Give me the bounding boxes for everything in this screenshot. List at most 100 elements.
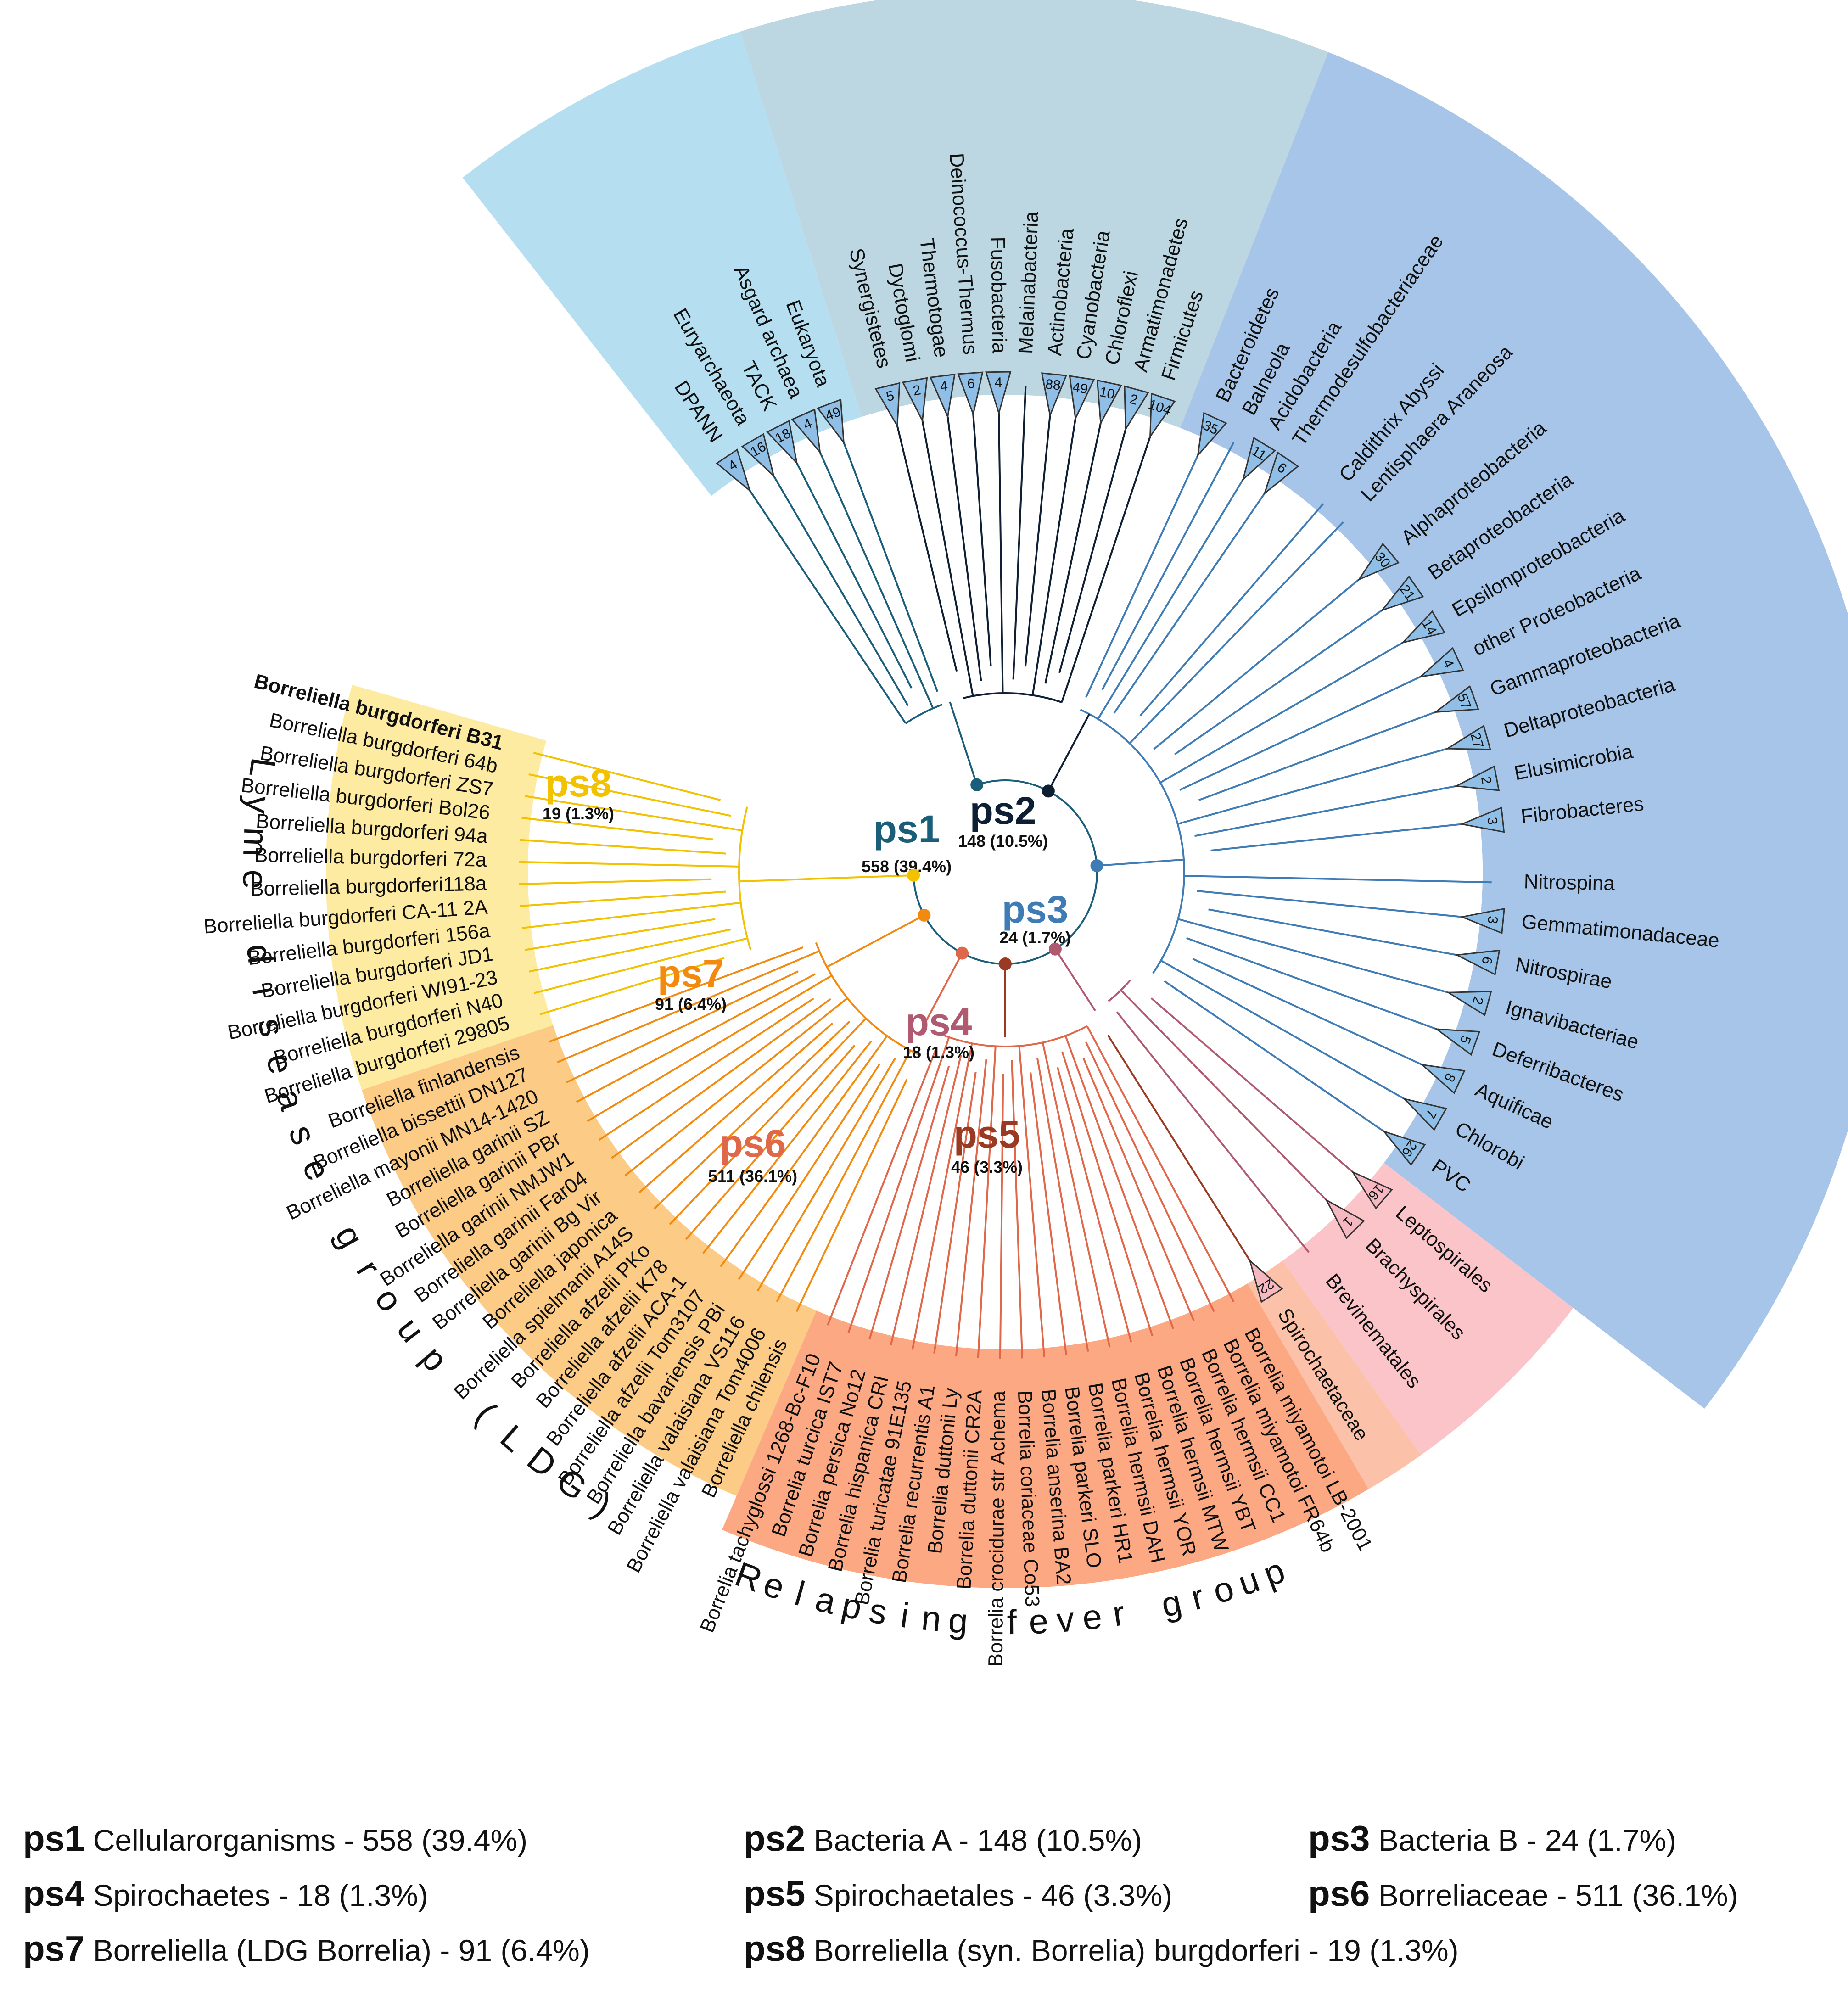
leaf-branch — [843, 442, 939, 692]
leaf-branch — [827, 1047, 938, 1326]
leaf-branch — [653, 1020, 851, 1210]
group-label-char-ld: L — [493, 1417, 533, 1460]
clade-arc — [1108, 979, 1131, 1002]
collapsed-triangle — [1380, 575, 1424, 612]
leaf-branch — [1159, 642, 1404, 784]
clade-stem — [1097, 858, 1184, 867]
leaf-branch — [1153, 579, 1360, 750]
legend-item-ps8: ps8 Borreliella (syn. Borrelia) burgdorf… — [744, 1928, 1459, 1970]
legend-row: ps1 Cellularorganisms - 558 (39.4%) ps2 … — [23, 1818, 1831, 1873]
group-label-char-ld: m — [235, 827, 275, 857]
collapsed-triangle — [817, 398, 845, 445]
leaf-label: Borrelia crocidurae str Achema — [984, 1390, 1009, 1667]
clade-sector-ps6 — [722, 1283, 1369, 1588]
leaf-branch — [1044, 423, 1102, 684]
node-label-ps5: ps5 — [954, 1113, 1020, 1156]
legend-key: ps1 — [23, 1818, 85, 1859]
collapsed-triangle — [1041, 372, 1067, 418]
legend-item-ps2: ps2 Bacteria A - 148 (10.5%) — [744, 1818, 1142, 1859]
leaf-branch — [1024, 415, 1051, 667]
group-label-char-rf: g — [1158, 1583, 1185, 1625]
leaf-branch — [998, 413, 1004, 694]
group-label-char-rf: a — [812, 1579, 840, 1622]
leaf-branch — [1210, 823, 1462, 851]
leaf-branch — [756, 1057, 896, 1292]
collapsed-triangle — [1149, 392, 1176, 439]
leaf-branch — [611, 998, 831, 1159]
clade-sector-ps8 — [326, 685, 553, 1090]
clade-arc — [941, 1025, 1088, 1047]
leaf-branch — [1116, 1011, 1310, 1253]
leaf-branch — [1184, 875, 1492, 884]
collapsed-count: 2 — [1478, 775, 1495, 786]
collapsed-count: 4 — [939, 378, 949, 394]
collapsed-triangle — [1069, 375, 1095, 421]
node-label-ps4: ps4 — [906, 1000, 972, 1043]
node-label-ps7: ps7 — [658, 952, 724, 995]
legend-key: ps3 — [1308, 1818, 1370, 1859]
group-label-char-ld: d — [239, 942, 280, 965]
group-label-char-rf: p — [1258, 1551, 1290, 1595]
leaf-branch — [521, 817, 714, 840]
group-label-char-rf: g — [947, 1601, 969, 1641]
leaf-branch — [796, 463, 913, 689]
leaf-branch — [720, 1035, 888, 1267]
clade-sector-ps7 — [362, 1025, 817, 1496]
leaf-branch — [1018, 1046, 1046, 1357]
leaf-branch — [1129, 521, 1344, 744]
leaf-branch — [576, 973, 816, 1103]
legend-item-ps6: ps6 Borreliaceae - 511 (36.1%) — [1308, 1873, 1738, 1915]
collapsed-triangle — [766, 420, 798, 465]
legend-row: ps7 Borreliella (LDG Borrelia) - 91 (6.4… — [23, 1928, 1831, 1983]
collapsed-triangle — [791, 409, 821, 454]
clade-arc — [738, 806, 752, 951]
leaf-branch — [1186, 937, 1437, 1030]
leaf-branch — [1011, 1060, 1023, 1359]
collapsed-count: 2 — [912, 382, 922, 398]
clade-arc — [815, 942, 919, 1056]
node-dot-ps5 — [999, 957, 1012, 970]
collapsed-triangle — [1357, 543, 1400, 581]
clade-arc — [905, 704, 943, 724]
leaf-branch — [738, 1064, 880, 1280]
group-label-char-rf: e — [1080, 1597, 1104, 1638]
node-label-ps1: ps1 — [874, 807, 940, 851]
clade-stem — [1054, 948, 1096, 1012]
leaf-branch — [1064, 1035, 1174, 1329]
legend-item-ps4: ps4 Spirochaetes - 18 (1.3%) — [23, 1873, 428, 1915]
clade-background-sectors — [326, 0, 1848, 1588]
collapsed-triangle — [1433, 685, 1479, 713]
collapsed-count: 49 — [1071, 380, 1089, 397]
leaf-branch — [566, 970, 799, 1083]
node-count-ps3: 24 (1.7%) — [999, 928, 1071, 947]
clade-sector-ps3 — [1180, 52, 1848, 1409]
collapsed-count: 6 — [1478, 955, 1495, 965]
leaf-branch — [1120, 989, 1327, 1201]
group-label-char-ld: p — [413, 1339, 455, 1379]
leaf-branch — [1179, 676, 1421, 791]
node-dot-ps2 — [1042, 784, 1055, 798]
collapsed-triangle — [1096, 379, 1122, 426]
leaf-branch — [1042, 1042, 1111, 1348]
node-count-ps5: 46 (3.3%) — [951, 1158, 1023, 1176]
clade-arc — [1080, 709, 1185, 974]
legend-text: Spirochaetales - 46 (3.3%) — [813, 1878, 1173, 1912]
leaf-branch — [955, 1059, 987, 1356]
node-dot-ps1 — [970, 778, 984, 791]
legend-key: ps8 — [744, 1928, 806, 1969]
group-label-char-ld: e — [235, 869, 274, 889]
legend-item-ps1: ps1 Cellularorganisms - 558 (39.4%) — [23, 1818, 527, 1859]
leaf-branch — [1036, 1057, 1089, 1352]
leaf-branch — [624, 997, 848, 1176]
leaf-branch — [520, 839, 726, 855]
node-dot-ps3 — [1090, 859, 1103, 873]
leaf-branch — [1197, 890, 1462, 918]
leaf-label: Fusobacteria — [986, 236, 1011, 354]
collapsed-triangle — [1242, 437, 1276, 482]
collapsed-triangle — [741, 433, 775, 478]
legend-text: Bacteria B - 24 (1.7%) — [1378, 1823, 1677, 1857]
collapsed-triangle — [716, 448, 751, 493]
node-count-ps2: 148 (10.5%) — [958, 832, 1048, 851]
collapsed-triangle — [1418, 647, 1464, 678]
